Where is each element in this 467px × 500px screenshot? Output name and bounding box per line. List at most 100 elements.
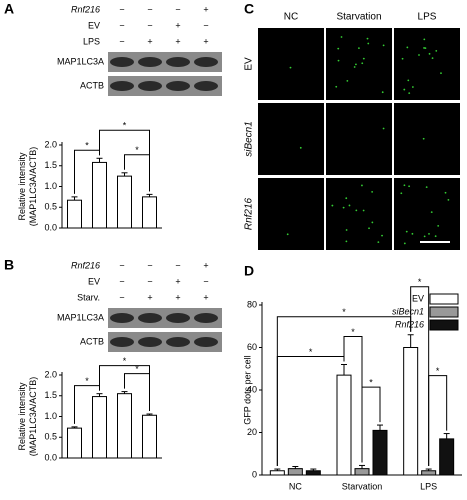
bar xyxy=(92,161,107,229)
fluorescent-dot xyxy=(358,47,360,50)
fluorescent-dot xyxy=(345,240,348,243)
fluorescent-dot xyxy=(289,66,292,69)
bar xyxy=(269,470,285,476)
significance-star: * xyxy=(135,145,139,155)
y-tick-label: 1.0 xyxy=(44,411,57,421)
column-label: LPS xyxy=(418,12,437,23)
fluorescent-dot xyxy=(367,42,370,45)
fluorescent-dot xyxy=(423,47,425,49)
bar xyxy=(92,396,107,459)
blot-band xyxy=(166,57,190,67)
fluorescent-dot xyxy=(337,59,340,62)
micrograph xyxy=(394,178,460,250)
significance-star: * xyxy=(135,364,139,374)
bar xyxy=(287,468,303,476)
bar xyxy=(67,199,82,229)
micrograph xyxy=(326,28,392,100)
micrograph xyxy=(258,28,324,100)
y-tick-label: 1.5 xyxy=(44,390,57,400)
fluorescent-dot xyxy=(286,233,289,236)
row-label: EV xyxy=(244,57,255,71)
condition-mark: − xyxy=(175,260,180,270)
fluorescent-dot xyxy=(440,72,442,75)
y-tick-label: 0.0 xyxy=(44,452,57,462)
y-axis-label: Relative intensity xyxy=(17,382,27,451)
significance-star: * xyxy=(351,327,355,337)
y-tick-label: 20 xyxy=(247,427,257,437)
fluorescent-dot xyxy=(423,38,426,41)
y-tick-label: 2.0 xyxy=(44,139,57,149)
condition-mark: + xyxy=(147,36,152,46)
fluorescent-dot xyxy=(355,63,357,66)
fluorescent-dot xyxy=(353,66,356,68)
significance-star: * xyxy=(436,366,440,376)
panel-label: A xyxy=(4,1,14,17)
x-tick-label: NC xyxy=(289,481,302,491)
panel-label: B xyxy=(4,257,14,273)
fluorescent-dot xyxy=(411,86,414,88)
significance-bracket xyxy=(99,365,150,412)
blot-band xyxy=(110,57,134,67)
y-axis-label: Relative intensity xyxy=(17,152,27,221)
fluorescent-dot xyxy=(362,57,365,60)
fluorescent-dot xyxy=(345,197,348,200)
column-label: Starvation xyxy=(336,12,381,23)
blot-band xyxy=(194,313,218,323)
condition-mark: + xyxy=(175,36,180,46)
fluorescent-dot xyxy=(437,224,440,227)
fluorescent-dot xyxy=(371,191,374,193)
significance-bracket xyxy=(361,386,381,463)
y-tick-label: 0 xyxy=(252,469,257,479)
fluorescent-dot xyxy=(401,57,404,60)
bar xyxy=(336,374,352,476)
fluorescent-dot xyxy=(435,49,438,52)
blot-band xyxy=(138,57,162,67)
bar xyxy=(354,468,370,476)
bar xyxy=(372,429,388,476)
micrograph xyxy=(394,28,460,100)
condition-mark: + xyxy=(203,260,208,270)
condition-mark: − xyxy=(119,20,124,30)
condition-mark: − xyxy=(147,276,152,286)
micrograph xyxy=(258,103,324,175)
condition-label: Starv. xyxy=(77,292,100,302)
bar xyxy=(67,427,82,459)
fluorescent-dot xyxy=(355,209,358,212)
micrograph xyxy=(394,103,460,175)
fluorescent-dot xyxy=(425,186,428,189)
y-tick-label: 1.5 xyxy=(44,160,57,170)
fluorescent-dot xyxy=(403,88,406,91)
legend-swatch xyxy=(429,306,459,318)
fluorescent-dot xyxy=(299,146,302,149)
blot-band xyxy=(166,313,190,323)
fluorescent-dot xyxy=(366,37,369,40)
y-tick-label: 0.0 xyxy=(44,222,57,232)
fluorescent-dot xyxy=(422,137,425,140)
fluorescent-dot xyxy=(407,79,410,82)
blot-strip xyxy=(108,332,222,352)
condition-mark: + xyxy=(175,276,180,286)
fluorescent-dot xyxy=(368,227,370,230)
condition-mark: − xyxy=(175,4,180,14)
significance-star: * xyxy=(418,277,422,287)
blot-band xyxy=(166,337,190,347)
significance-bracket xyxy=(428,375,448,467)
significance-star: * xyxy=(85,376,89,386)
y-tick-label: 40 xyxy=(247,384,257,394)
condition-label: Rnf216 xyxy=(71,4,100,14)
fluorescent-dot xyxy=(348,204,351,207)
condition-mark: − xyxy=(203,20,208,30)
condition-mark: − xyxy=(147,4,152,14)
condition-mark: + xyxy=(203,4,208,14)
fluorescent-dot xyxy=(403,184,406,187)
significance-star: * xyxy=(85,141,89,151)
fluorescent-dot xyxy=(434,235,437,238)
condition-mark: − xyxy=(147,20,152,30)
condition-mark: − xyxy=(119,260,124,270)
fluorescent-dot xyxy=(411,232,414,235)
condition-mark: + xyxy=(203,36,208,46)
fluorescent-dot xyxy=(331,204,334,207)
row-label: siBecn1 xyxy=(244,121,255,157)
fluorescent-dot xyxy=(346,79,349,82)
column-label: NC xyxy=(284,12,298,23)
